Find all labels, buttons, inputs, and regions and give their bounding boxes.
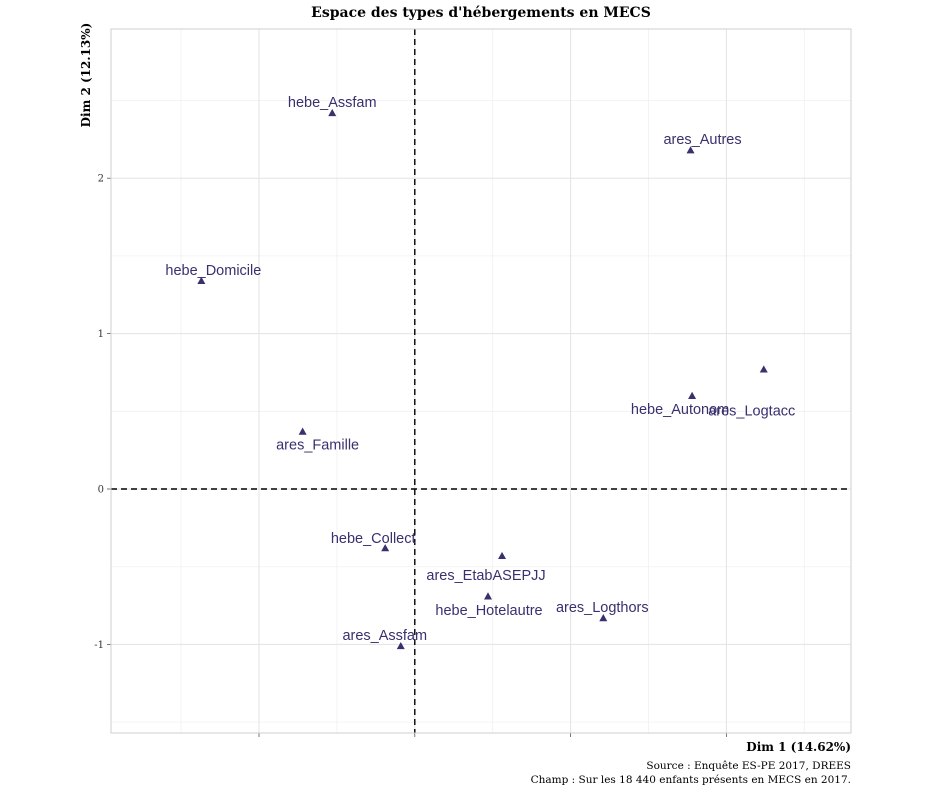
point-label: hebe_Domicile <box>165 263 261 279</box>
point-label: ares_Famille <box>276 438 359 454</box>
point-label: ares_Logthors <box>556 600 649 616</box>
y-axis-ticks: -1 0 1 2 <box>94 174 726 737</box>
point-label: ares_Autres <box>663 132 741 148</box>
point-marker <box>688 392 696 399</box>
point-marker <box>760 365 768 372</box>
y-tick-label: 0 <box>98 485 104 496</box>
y-tick-label: 2 <box>98 174 104 185</box>
point-label: hebe_Collect <box>331 531 416 547</box>
point-marker <box>498 552 506 559</box>
point-label: ares_Assfam <box>342 628 427 644</box>
point-label: hebe_Autonom <box>631 402 729 418</box>
point-marker <box>484 592 492 599</box>
point-label: hebe_Assfam <box>288 95 377 111</box>
point-label: ares_EtabASEPJJ <box>426 568 545 584</box>
point-marker <box>299 428 307 435</box>
y-tick-label: 1 <box>98 329 104 340</box>
y-tick-label: -1 <box>94 640 104 651</box>
point-label: hebe_Hotelautre <box>435 603 542 619</box>
